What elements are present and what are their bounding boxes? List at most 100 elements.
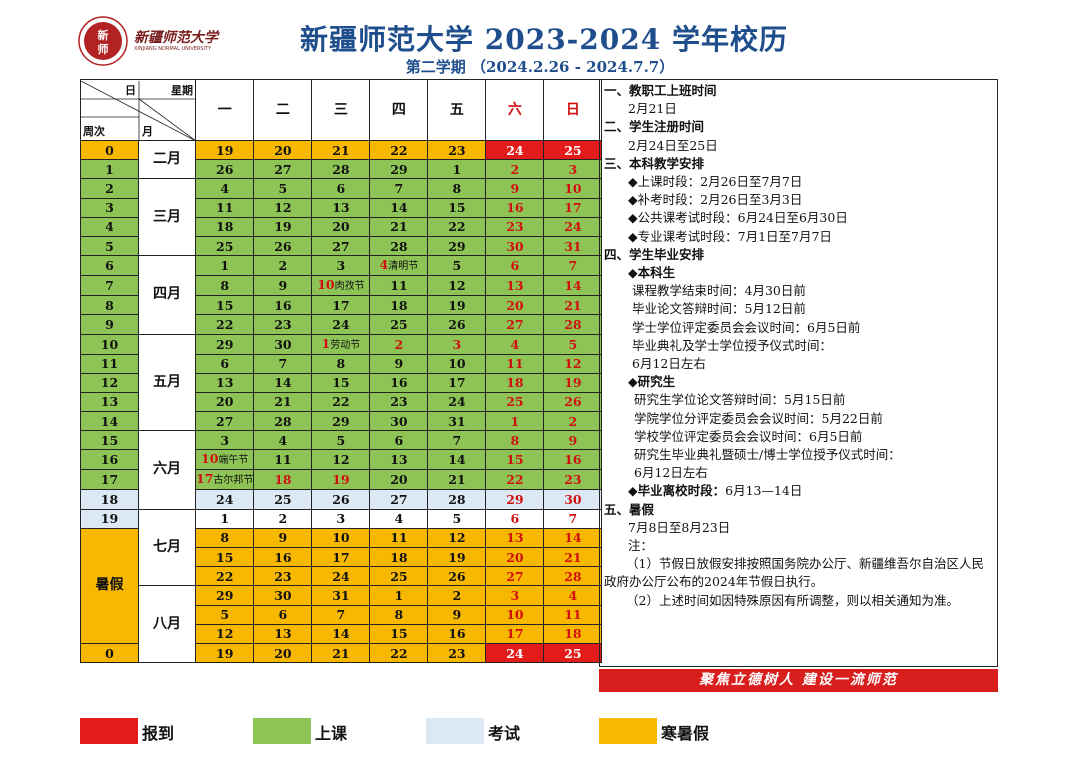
day-cell: 3 <box>485 585 545 606</box>
day-cell: 16 <box>543 449 603 471</box>
notes-s4-ug-item: 课程教学结束时间：4月30日前 <box>632 283 806 299</box>
day-cell: 14 <box>253 372 313 393</box>
day-cell: 17 <box>311 546 371 568</box>
day-cell: 13 <box>253 623 313 644</box>
day-cell: 12 <box>194 623 255 644</box>
day-cell: 22 <box>427 216 487 237</box>
week-number: 3 <box>80 197 139 218</box>
university-seal-icon: 新 师 <box>78 16 128 66</box>
week-number: 10 <box>80 333 139 355</box>
day-cell: 23 <box>543 469 603 491</box>
logo-name-en: XINJIANG NORMAL UNIVERSITY <box>134 46 212 52</box>
legend: 报到 上课 考试 寒暑假 <box>80 718 1040 746</box>
table-row: 11 6 7 8 9 10 11 12 <box>80 353 603 374</box>
page-title: 新疆师范大学 2023-2024 学年校历 <box>300 23 788 56</box>
day-cell: 10端午节 <box>194 449 255 471</box>
day-cell: 8 <box>311 353 371 374</box>
table-row: 6 四月 1 2 3 4清明节 5 6 7 <box>80 255 603 335</box>
day-cell: 16 <box>485 197 545 218</box>
header: 新 师 新疆师范大学 XINJIANG NORMAL UNIVERSITY 新疆… <box>0 0 1080 80</box>
day-cell: 20 <box>311 216 371 237</box>
day-cell: 4 <box>543 585 603 606</box>
day-cell: 10 <box>311 527 371 549</box>
day-cell: 25 <box>369 566 429 587</box>
month-cell-apr: 四月 <box>138 255 196 335</box>
day-cell: 24 <box>485 139 545 161</box>
week-number: 1 <box>80 159 139 180</box>
day-cell: 17 <box>485 623 545 644</box>
day-cell: 27 <box>485 314 545 335</box>
notes-s4-pg-item: 研究生学位论文答辩时间：5月15日前 <box>634 392 846 408</box>
table-row: 14 27 28 29 30 31 1 2 <box>80 411 603 432</box>
day-cell: 12 <box>253 197 313 218</box>
day-cell: 6 <box>485 255 545 277</box>
day-cell: 5 <box>543 333 603 355</box>
week-number: 15 <box>80 430 139 451</box>
day-cell: 13 <box>369 449 429 471</box>
day-cell: 6 <box>485 508 545 529</box>
legend-swatch <box>80 718 138 744</box>
day-cell: 2 <box>253 508 313 529</box>
day-cell: 14 <box>543 275 603 297</box>
day-cell: 16 <box>253 546 313 568</box>
day-cell: 18 <box>543 623 603 644</box>
legend-swatch <box>253 718 311 744</box>
day-cell: 14 <box>311 623 371 644</box>
day-cell: 28 <box>543 566 603 587</box>
day-cell: 11 <box>369 275 429 297</box>
notes-note-2: （2）上述时间如因特殊原因有所调整，则以相关通知为准。 <box>626 592 959 608</box>
day-cell: 7 <box>427 430 487 451</box>
table-row: 0 19 20 21 22 23 24 25 <box>80 642 603 664</box>
week-number: 2 <box>80 178 139 199</box>
table-row: 八月 29 30 31 1 2 3 4 <box>81 585 603 664</box>
notes-s3-title: 三、本科教学安排 <box>604 155 705 171</box>
table-row: 10 五月 29 30 1劳动节 2 3 4 5 <box>80 333 603 432</box>
legend-label: 寒暑假 <box>661 724 710 743</box>
table-row: 18 24 25 26 27 28 29 30 <box>80 489 603 510</box>
legend-label: 考试 <box>488 724 521 743</box>
week-number: 0 <box>80 139 139 161</box>
notes-s2-title: 二、学生注册时间 <box>604 119 705 135</box>
diagonal-lines-icon <box>81 81 195 140</box>
day-cell: 31 <box>311 585 371 606</box>
day-cell: 14 <box>369 197 429 218</box>
table-row: 15 六月 3 4 5 6 7 8 9 <box>80 430 603 510</box>
legend-swatch <box>599 718 657 744</box>
day-cell: 20 <box>253 642 313 664</box>
week-number: 19 <box>80 508 139 529</box>
table-row: 5 25 26 27 28 29 30 31 <box>80 235 603 257</box>
day-cell: 26 <box>427 566 487 587</box>
notes-s4-pg-item: 6月12日左右 <box>634 465 708 481</box>
day-cell: 28 <box>311 159 371 180</box>
day-cell: 12 <box>311 449 371 471</box>
day-cell: 13 <box>485 275 545 297</box>
day-cell: 25 <box>485 391 545 413</box>
day-cell: 3 <box>311 508 371 529</box>
notes-s4-leave-text: 6月13—14日 <box>725 483 803 499</box>
day-cell: 23 <box>427 139 487 161</box>
day-cell: 23 <box>369 391 429 413</box>
notes-s1-text: 2月21日 <box>628 101 677 117</box>
table-row: 17 17古尔邦节 18 19 20 21 22 23 <box>80 469 603 491</box>
day-cell: 22 <box>311 391 371 413</box>
svg-text:新: 新 <box>98 28 109 42</box>
day-cell: 9 <box>369 353 429 374</box>
weekday-sun: 日 <box>543 79 603 141</box>
university-name-logo: 新疆师范大学 XINJIANG NORMAL UNIVERSITY <box>134 30 244 60</box>
summer-label: 暑假 <box>80 527 139 644</box>
day-cell: 26 <box>543 391 603 413</box>
day-cell: 30 <box>253 333 313 355</box>
day-cell: 7 <box>369 178 429 199</box>
notes-panel: 一、教职工上班时间 2月21日 二、学生注册时间 2月24日至25日 三、本科教… <box>599 79 998 667</box>
table-row: 19 七月 1 2 3 4 5 6 7 <box>80 508 603 587</box>
day-cell: 27 <box>485 566 545 587</box>
day-cell: 30 <box>485 235 545 257</box>
day-cell: 30 <box>369 411 429 432</box>
day-cell: 17古尔邦节 <box>194 469 255 491</box>
day-cell: 9 <box>427 604 487 625</box>
table-header-row: 日 星期 周次 月 一 二 三 四 五 六 日 <box>80 79 603 141</box>
weekday-fri: 五 <box>427 79 487 141</box>
notes-note-1: （1）节假日放假安排按照国务院办公厅、新疆维吾尔自治区人民政府办公厅公布的202… <box>604 556 984 590</box>
weekday-thu: 四 <box>369 79 429 141</box>
month-cell-feb: 二月 <box>138 139 196 180</box>
